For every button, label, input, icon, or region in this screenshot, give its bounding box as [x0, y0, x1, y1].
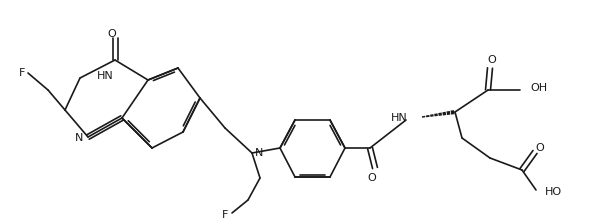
Text: O: O	[107, 29, 117, 39]
Text: O: O	[535, 143, 545, 153]
Text: N: N	[255, 148, 263, 158]
Text: N: N	[75, 133, 83, 143]
Text: F: F	[222, 210, 228, 220]
Text: HO: HO	[545, 187, 562, 197]
Text: HN: HN	[97, 71, 114, 81]
Text: OH: OH	[530, 83, 547, 93]
Text: O: O	[488, 55, 496, 65]
Text: HN: HN	[391, 113, 408, 123]
Text: O: O	[368, 173, 376, 183]
Text: F: F	[19, 68, 25, 78]
